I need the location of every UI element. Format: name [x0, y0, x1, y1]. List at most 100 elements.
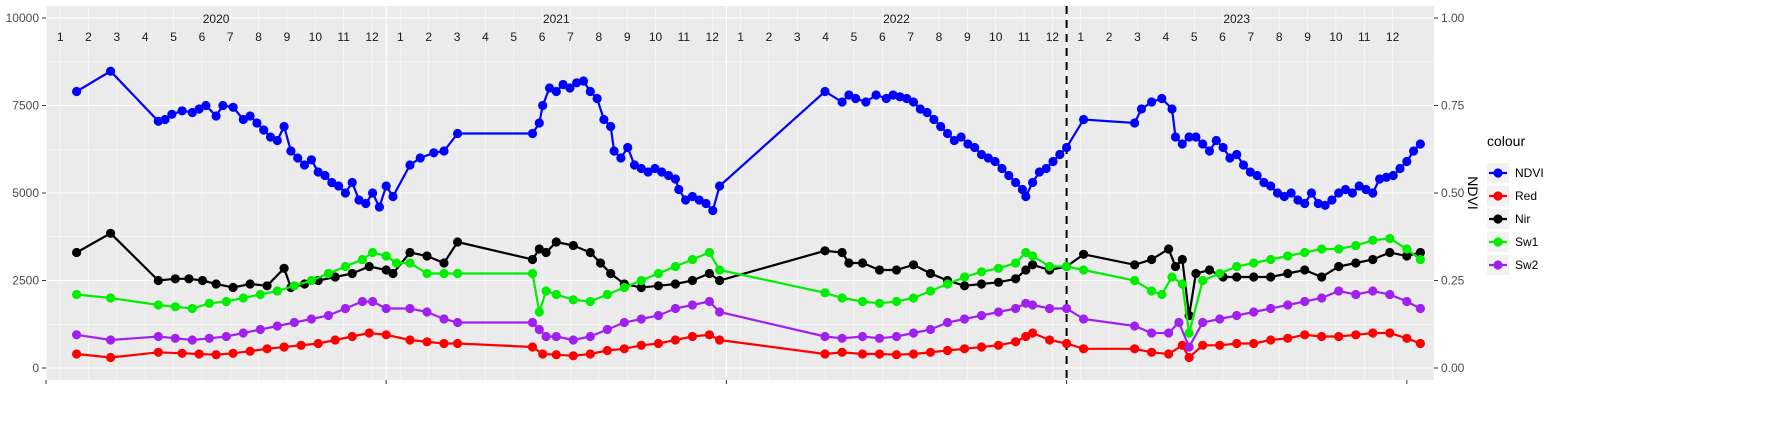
- data-point: [289, 281, 299, 291]
- data-point: [1232, 338, 1242, 349]
- month-label: 11: [1358, 30, 1371, 44]
- data-point: [1351, 240, 1361, 251]
- data-point: [1204, 146, 1215, 156]
- data-point: [381, 251, 391, 261]
- data-point: [908, 328, 919, 338]
- data-point: [1409, 146, 1419, 156]
- data-point: [347, 331, 357, 342]
- data-point: [1415, 338, 1425, 349]
- data-point: [453, 338, 463, 349]
- data-point: [1334, 188, 1344, 198]
- data-point: [381, 303, 391, 314]
- data-point: [245, 346, 255, 356]
- data-point: [1147, 328, 1157, 338]
- series-sw2: [72, 286, 1425, 352]
- data-point: [925, 286, 936, 296]
- data-point: [381, 181, 391, 191]
- data-point: [602, 345, 612, 356]
- data-point: [1232, 272, 1242, 282]
- legend-item-red: Red: [1487, 186, 1537, 206]
- data-point: [534, 118, 544, 128]
- data-point: [1259, 177, 1269, 188]
- data-point: [599, 114, 609, 125]
- data-point: [970, 142, 980, 153]
- data-point: [238, 114, 248, 125]
- data-point: [1048, 156, 1058, 167]
- y2-tick-label: 1.00: [1441, 11, 1465, 25]
- data-point: [1011, 177, 1021, 188]
- data-point: [1300, 330, 1310, 340]
- data-point: [687, 191, 698, 202]
- data-point: [1198, 340, 1208, 350]
- year-label: 2021: [543, 12, 570, 26]
- data-point: [1079, 344, 1089, 354]
- month-label: 6: [1219, 30, 1226, 44]
- y-tick-label: 7500: [12, 99, 39, 113]
- month-label: 4: [482, 30, 489, 44]
- data-point: [194, 104, 204, 114]
- data-point: [925, 324, 936, 335]
- data-point: [1351, 289, 1361, 300]
- data-point: [1361, 184, 1371, 195]
- data-point: [1317, 244, 1327, 254]
- data-point: [616, 153, 626, 163]
- data-point: [929, 114, 939, 125]
- data-point: [354, 195, 364, 205]
- data-point: [908, 260, 919, 270]
- data-point: [262, 281, 272, 291]
- data-point: [1368, 328, 1378, 338]
- data-point: [361, 198, 371, 209]
- month-label: 12: [706, 30, 720, 44]
- data-point: [568, 240, 578, 251]
- right-axis-title: NDVI: [1465, 176, 1481, 209]
- data-point: [1252, 170, 1262, 181]
- data-point: [228, 282, 238, 293]
- data-point: [72, 289, 82, 300]
- month-label: 8: [936, 30, 943, 44]
- data-point: [959, 272, 970, 282]
- data-point: [1320, 200, 1330, 210]
- data-point: [306, 275, 316, 286]
- data-point: [167, 109, 177, 119]
- data-point: [1402, 296, 1412, 307]
- month-label: 11: [1018, 30, 1031, 44]
- data-point: [908, 97, 919, 107]
- data-point: [453, 317, 463, 328]
- month-label: 11: [678, 30, 691, 44]
- data-point: [422, 268, 432, 279]
- data-point: [405, 258, 415, 268]
- data-point: [1215, 268, 1225, 279]
- data-point: [1347, 188, 1357, 198]
- legend-point: [1493, 237, 1503, 247]
- data-point: [820, 288, 830, 298]
- data-point: [551, 350, 561, 360]
- month-label: 5: [851, 30, 858, 44]
- data-point: [279, 342, 289, 352]
- data-point: [72, 247, 82, 258]
- legend-item-nir: Nir: [1487, 209, 1530, 229]
- data-point: [925, 347, 936, 357]
- data-point: [1211, 135, 1221, 146]
- data-point: [1204, 265, 1215, 275]
- data-point: [527, 128, 538, 139]
- data-point: [1368, 286, 1378, 296]
- data-point: [1385, 233, 1395, 244]
- data-point: [602, 289, 612, 300]
- data-point: [1300, 247, 1310, 258]
- legend-label: NDVI: [1515, 166, 1544, 180]
- data-point: [704, 330, 715, 340]
- data-point: [238, 328, 248, 338]
- data-point: [942, 317, 953, 328]
- data-point: [1249, 258, 1259, 268]
- data-point: [415, 153, 425, 163]
- data-point: [578, 76, 589, 86]
- data-point: [1300, 198, 1310, 209]
- data-point: [252, 118, 262, 128]
- month-label: 2: [766, 30, 773, 44]
- year-label: 2020: [203, 12, 230, 26]
- month-label: 8: [255, 30, 262, 44]
- data-point: [177, 106, 187, 116]
- legend-point: [1493, 168, 1503, 178]
- data-point: [1028, 251, 1038, 261]
